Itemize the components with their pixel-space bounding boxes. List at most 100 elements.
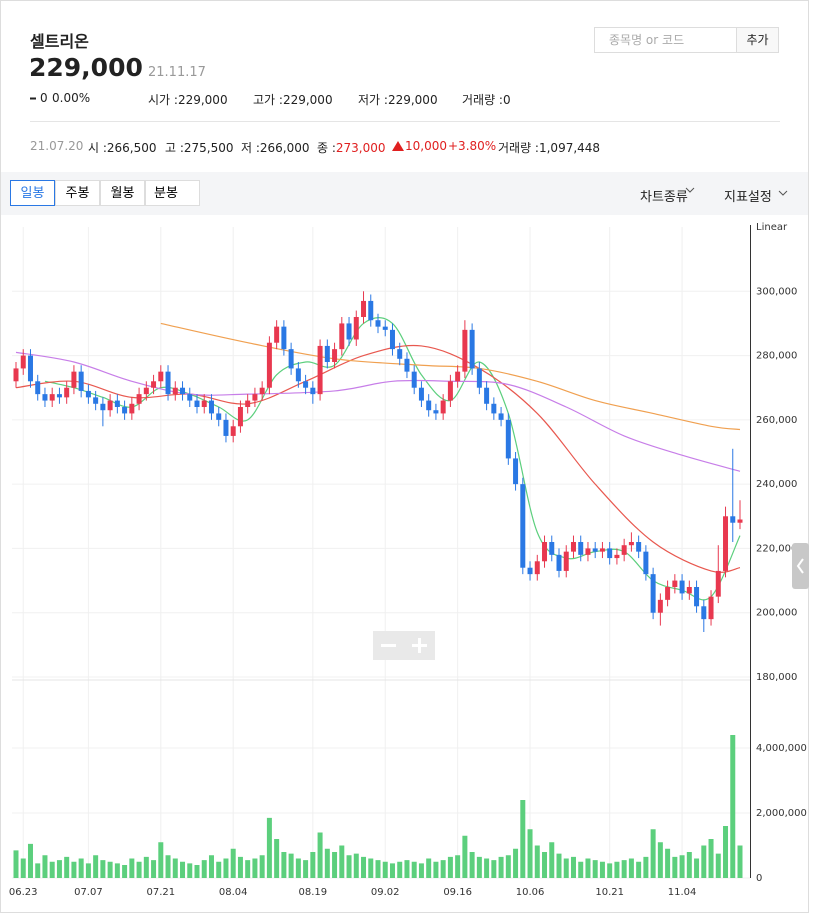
candle-body: [303, 381, 309, 388]
volume-bar: [339, 845, 345, 878]
candle-body: [491, 403, 497, 414]
tab[interactable]: 일봉: [10, 180, 55, 206]
candle-body: [35, 381, 41, 395]
y-tick-label: 240,000: [756, 479, 797, 490]
volume-bar: [361, 856, 367, 878]
volume-bar: [129, 858, 135, 878]
daily-item: 종 :273,000: [317, 139, 386, 156]
volume-bar: [621, 860, 627, 878]
candle-body: [324, 345, 330, 362]
volume-bar: [288, 853, 294, 878]
label: 종 :: [317, 141, 336, 155]
candle-body: [404, 358, 410, 372]
volume-bar: [397, 861, 403, 878]
date: 21.11.17: [148, 65, 206, 80]
collapse-tab[interactable]: [792, 543, 809, 589]
y2-tick-label: 0: [756, 873, 762, 884]
volume-bar: [216, 861, 222, 878]
volume-bar: [455, 855, 461, 878]
add-button[interactable]: 추가: [736, 27, 779, 53]
candle-body: [208, 400, 214, 414]
value: 273,000: [335, 141, 386, 155]
candle-body: [216, 413, 222, 420]
label: 거래량 :: [498, 141, 539, 155]
volume-bar: [469, 852, 475, 878]
chevron: [685, 187, 695, 193]
daily-item: 고 :275,500: [165, 139, 234, 156]
candle-body: [578, 542, 584, 555]
x-tick-label: 09.02: [371, 887, 400, 898]
collapse-icon[interactable]: [796, 558, 804, 574]
candle-body: [643, 551, 649, 575]
candle-body: [723, 516, 729, 571]
candle-body: [100, 403, 106, 411]
tab[interactable]: 분봉: [145, 180, 200, 206]
price: 229,000: [29, 53, 143, 82]
y2-tick-label: 2,000,000: [756, 808, 807, 819]
candle-body: [165, 371, 171, 395]
x-tick-label: 10.21: [595, 887, 624, 898]
volume-bar: [180, 861, 186, 878]
candle-body: [650, 574, 656, 613]
volume-bar: [650, 829, 656, 878]
stat: 시가 :229,000: [148, 91, 228, 108]
candle-body: [71, 371, 77, 388]
volume-bar: [404, 860, 410, 878]
candle-body: [542, 542, 548, 562]
y-tick-label: 200,000: [756, 608, 797, 619]
menu[interactable]: 차트종류: [640, 190, 688, 205]
volume-bar: [686, 852, 692, 878]
volume-bar: [389, 863, 395, 878]
search-input[interactable]: 종목명 or 코드: [594, 27, 737, 53]
volume-bar: [143, 856, 149, 878]
candle-body: [701, 606, 707, 620]
volume-bar: [679, 855, 685, 878]
stat-value: 229,000: [282, 93, 333, 107]
volume-bar: [310, 852, 316, 878]
volume-bar: [107, 861, 113, 878]
candle-body: [339, 323, 345, 350]
y2-tick-label: 4,000,000: [756, 743, 807, 754]
volume-bar: [56, 860, 62, 878]
candle-body: [389, 329, 395, 350]
candle-body: [411, 371, 417, 388]
volume-bar: [165, 855, 171, 878]
candle-body: [657, 599, 663, 613]
volume-bar: [266, 817, 272, 878]
volume-bar: [252, 858, 258, 878]
volume-bar: [585, 858, 591, 878]
volume-bar: [708, 839, 714, 878]
change: 0: [40, 91, 48, 105]
menu[interactable]: 지표설정: [724, 190, 772, 205]
candle-body: [636, 542, 642, 552]
candle-body: [274, 326, 280, 343]
volume-bar: [723, 826, 729, 878]
volume-bar: [730, 735, 736, 878]
candle-body: [665, 587, 671, 600]
candle-body: [353, 317, 359, 340]
tab[interactable]: 주봉: [55, 180, 100, 206]
volume-bar: [484, 858, 490, 878]
volume-bar: [614, 861, 620, 878]
stat-label: 고가 :: [253, 93, 283, 107]
candle-body: [382, 326, 388, 330]
daily-volume: 거래량 :1,097,448: [498, 139, 600, 156]
tab[interactable]: 월봉: [100, 180, 145, 206]
moving-average: [160, 322, 741, 431]
candle-body: [592, 548, 598, 552]
label: 저 :: [241, 141, 260, 155]
candle-body: [737, 519, 743, 523]
x-tick-label: 07.07: [74, 887, 103, 898]
volume-bar: [172, 858, 178, 878]
value: 266,500: [106, 141, 157, 155]
candle-body: [295, 368, 301, 382]
stat-value: 229,000: [387, 93, 438, 107]
volume-bar: [657, 842, 663, 878]
volume-bar: [418, 863, 424, 878]
candle-body: [180, 387, 186, 395]
stat-label: 시가 :: [148, 93, 178, 107]
volume-bar: [527, 829, 533, 878]
volume-bar: [158, 842, 164, 878]
